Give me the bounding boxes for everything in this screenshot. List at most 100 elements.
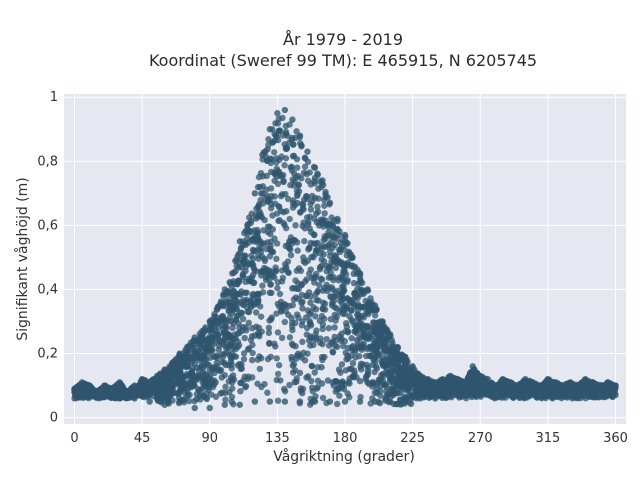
scatter-point — [264, 157, 271, 165]
y-tick-label: 1 — [50, 90, 58, 105]
scatter-point — [254, 380, 261, 387]
scatter-point — [567, 379, 574, 386]
scatter-point — [287, 246, 294, 253]
scatter-point — [224, 317, 231, 325]
scatter-point — [285, 139, 293, 146]
scatter-point — [323, 268, 330, 275]
scatter-point — [448, 381, 456, 389]
scatter-point — [396, 367, 403, 374]
scatter-point — [380, 328, 387, 336]
scatter-point — [249, 324, 256, 332]
scatter-point — [310, 215, 318, 222]
scatter-point — [255, 255, 262, 262]
scatter-point — [321, 306, 329, 313]
scatter-point — [186, 381, 193, 389]
scatter-point — [247, 304, 255, 311]
scatter-point — [219, 326, 227, 333]
scatter-point — [259, 190, 266, 197]
scatter-point — [454, 375, 461, 383]
scatter-point — [147, 390, 154, 398]
scatter-point — [310, 231, 318, 238]
scatter-point — [393, 400, 400, 408]
scatter-point — [312, 240, 319, 247]
scatter-point — [484, 391, 491, 398]
scatter-point — [446, 391, 454, 399]
scatter-point — [256, 365, 264, 373]
scatter-point — [288, 314, 295, 322]
scatter-point — [138, 390, 145, 398]
scatter-point — [286, 381, 293, 389]
scatter-point — [311, 398, 319, 405]
scatter-point — [199, 327, 206, 335]
scatter-point — [86, 391, 93, 399]
scatter-point — [319, 340, 326, 348]
scatter-point — [354, 321, 361, 329]
scatter-point — [222, 383, 229, 391]
scatter-point — [374, 319, 381, 326]
scatter-point — [152, 389, 159, 396]
scatter-point — [407, 370, 414, 377]
scatter-point — [333, 305, 340, 312]
scatter-point — [101, 391, 108, 399]
scatter-point — [242, 227, 249, 235]
scatter-point — [295, 285, 302, 293]
scatter-point — [267, 230, 274, 238]
scatter-point — [554, 386, 562, 394]
scatter-point — [176, 398, 183, 405]
scatter-point — [278, 334, 286, 342]
scatter-point — [367, 330, 374, 338]
scatter-point — [277, 377, 284, 384]
scatter-point — [308, 362, 316, 370]
scatter-point — [296, 369, 304, 377]
scatter-point — [328, 238, 335, 246]
scatter-point — [477, 372, 484, 380]
scatter-points — [71, 106, 619, 412]
scatter-point — [529, 391, 536, 399]
scatter-point — [492, 391, 499, 399]
scatter-point — [299, 389, 306, 397]
scatter-point — [317, 335, 324, 342]
scatter-point — [351, 348, 359, 355]
scatter-point — [222, 389, 229, 397]
scatter-point — [544, 375, 552, 383]
scatter-point — [230, 335, 238, 343]
scatter-point — [281, 162, 288, 169]
scatter-point — [378, 357, 386, 365]
scatter-point — [453, 391, 460, 399]
scatter-point — [227, 303, 235, 310]
scatter-point — [314, 245, 321, 253]
scatter-point — [353, 303, 360, 310]
scatter-point — [163, 378, 170, 385]
scatter-point — [476, 384, 483, 391]
scatter-point — [331, 324, 338, 331]
scatter-point — [300, 349, 307, 357]
scatter-point — [272, 264, 279, 271]
scatter-point — [329, 299, 336, 307]
scatter-point — [385, 355, 392, 363]
scatter-point — [216, 342, 223, 349]
scatter-point — [265, 329, 273, 337]
scatter-point — [137, 382, 144, 389]
scatter-point — [326, 263, 333, 270]
scatter-point — [229, 270, 236, 277]
scatter-point — [325, 325, 333, 332]
scatter-point — [213, 359, 220, 367]
scatter-point — [266, 275, 273, 283]
scatter-point — [131, 395, 138, 402]
scatter-point — [264, 389, 271, 396]
scatter-point — [321, 210, 328, 217]
scatter-point — [401, 398, 409, 405]
x-tick-labels: 0 45 90 135 180 225 270 315 360 — [70, 431, 628, 446]
x-tick-label: 0 — [70, 431, 78, 446]
scatter-point — [291, 367, 299, 374]
scatter-point — [604, 389, 612, 396]
scatter-point — [254, 183, 262, 191]
scatter-point — [214, 332, 222, 339]
scatter-point — [297, 267, 305, 275]
scatter-point — [237, 365, 244, 373]
scatter-point — [108, 385, 116, 392]
scatter-point — [272, 343, 279, 350]
scatter-point — [307, 266, 314, 273]
scatter-point — [267, 281, 274, 288]
